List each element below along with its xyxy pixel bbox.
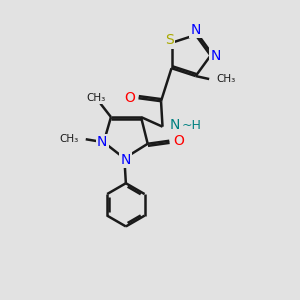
Text: N: N bbox=[121, 153, 131, 167]
Text: N: N bbox=[211, 49, 221, 62]
Text: S: S bbox=[165, 33, 173, 47]
Text: N: N bbox=[190, 22, 201, 37]
Text: O: O bbox=[173, 134, 184, 148]
Text: CH₃: CH₃ bbox=[59, 134, 78, 144]
Text: N: N bbox=[169, 118, 179, 132]
Text: CH₃: CH₃ bbox=[86, 93, 106, 103]
Text: CH₃: CH₃ bbox=[217, 74, 236, 84]
Text: O: O bbox=[124, 91, 135, 105]
Text: ~H: ~H bbox=[182, 119, 202, 132]
Text: N: N bbox=[97, 135, 107, 149]
